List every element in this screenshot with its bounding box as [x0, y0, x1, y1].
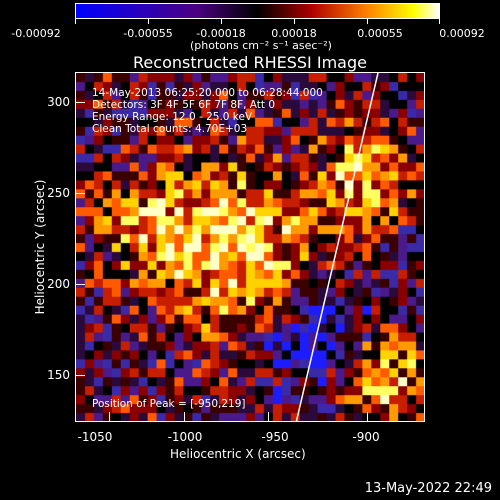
- limb-line: [295, 73, 379, 421]
- x-tick-label: -1050: [77, 430, 113, 444]
- colorbar-tick-label: -0.00092: [11, 27, 61, 40]
- y-tick-label: 200: [47, 277, 70, 291]
- colorbar-tick-label: 0.00055: [357, 27, 403, 40]
- colorbar-units: (photons cm⁻² s⁻¹ asec⁻²): [190, 39, 332, 52]
- colorbar-tick-label: -0.00055: [123, 27, 173, 40]
- x-tick-label: -1000: [167, 430, 203, 444]
- info-detectors: Detectors: 3F 4F 5F 6F 7F 8F, Att 0: [92, 99, 276, 111]
- x-tick-label: -950: [261, 430, 289, 444]
- cb-tickmark: [221, 19, 222, 24]
- cb-tickmark: [148, 19, 149, 24]
- info-counts: Clean Total counts: 4.70E+03: [92, 123, 248, 135]
- info-peak-position: Position of Peak = [-950,219]: [92, 398, 246, 410]
- colorbar: [75, 3, 440, 19]
- info-energy-range: Energy Range: 12.0 - 25.0 keV: [92, 111, 253, 123]
- colorbar-tick-label: 0.00092: [439, 27, 485, 40]
- y-tickmark: [75, 284, 85, 285]
- info-time-range: 14-May-2013 06:25:20.000 to 06:28:44.000: [92, 87, 323, 99]
- x-tickmark: [109, 412, 110, 422]
- y-tick-label: 250: [47, 186, 70, 200]
- y-tickmark: [75, 375, 85, 376]
- y-tickmark: [75, 193, 85, 194]
- cb-tickmark: [294, 19, 295, 24]
- x-tickmark: [268, 412, 269, 422]
- x-tickmark: [184, 412, 185, 422]
- y-tickmark: [75, 102, 85, 103]
- y-tick-label: 300: [47, 95, 70, 109]
- colorbar-tick-label: -0.00018: [196, 27, 246, 40]
- x-tick-label: -900: [352, 430, 380, 444]
- x-tickmark: [367, 412, 368, 422]
- cb-tickmark: [439, 19, 440, 24]
- cb-tickmark: [367, 19, 368, 24]
- footer-timestamp: 13-May-2022 22:49: [364, 481, 492, 496]
- rhessi-image: [76, 73, 424, 421]
- cb-tickmark: [75, 19, 76, 24]
- plot-title: Reconstructed RHESSI Image: [133, 53, 367, 72]
- colorbar-gradient: [76, 4, 439, 18]
- y-tick-label: 150: [47, 368, 70, 382]
- y-axis-label: Heliocentric Y (arcsec): [33, 179, 47, 315]
- x-axis-label: Heliocentric X (arcsec): [170, 447, 306, 461]
- colorbar-tick-label: 0.00018: [271, 27, 317, 40]
- image-plot: 14-May-2013 06:25:20.000 to 06:28:44.000…: [75, 72, 425, 422]
